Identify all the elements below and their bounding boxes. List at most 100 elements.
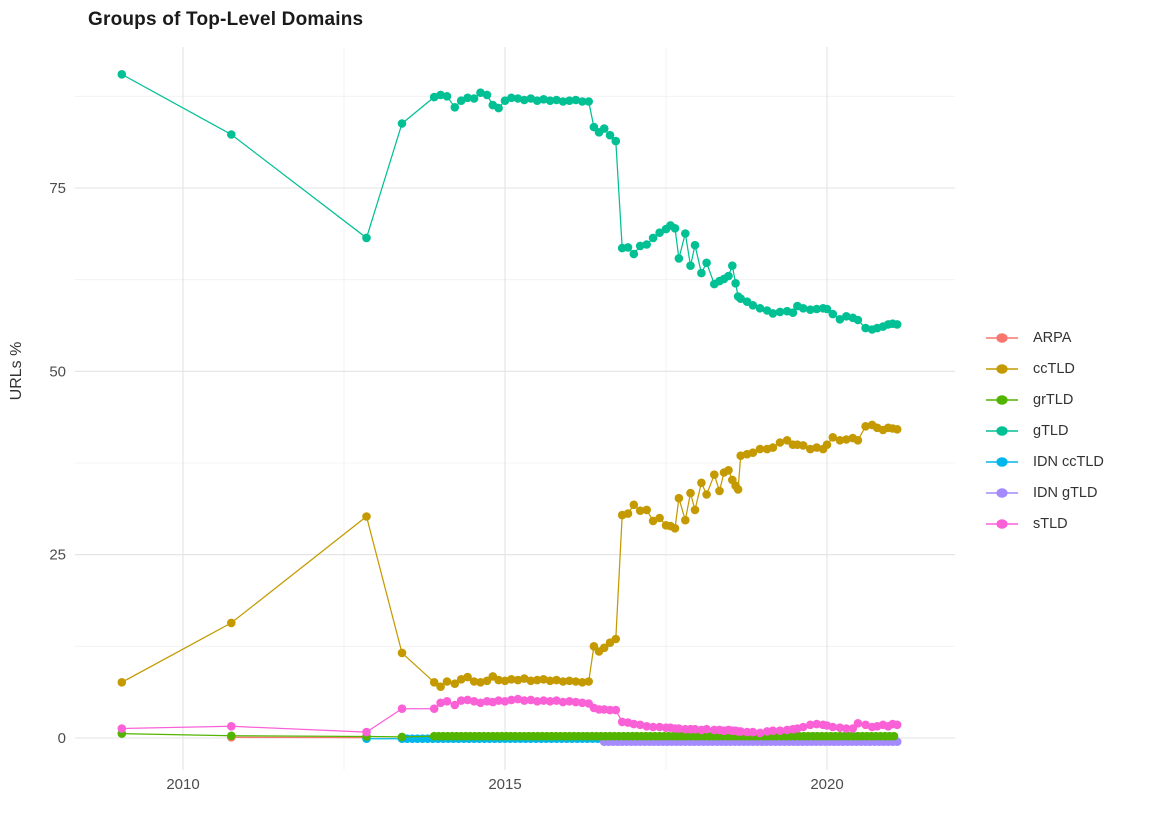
data-point (670, 224, 680, 233)
x-tick-label: 2010 (166, 776, 199, 793)
legend-item-cctld: ccTLD (984, 353, 1104, 384)
legend-key-icon (986, 394, 1018, 405)
data-point (539, 95, 548, 104)
data-point (227, 722, 236, 731)
data-point (429, 704, 439, 713)
y-tick-label: 0 (58, 730, 66, 747)
x-tick-label: 2020 (810, 776, 843, 793)
data-point (828, 433, 838, 442)
data-point (584, 97, 593, 106)
data-point (494, 103, 503, 113)
data-point (736, 294, 745, 304)
data-point (469, 94, 479, 103)
data-point (526, 695, 536, 705)
data-point (798, 722, 808, 732)
data-point (436, 682, 445, 691)
data-point (532, 675, 542, 685)
data-point (227, 130, 236, 139)
data-point (605, 130, 615, 140)
data-point (552, 675, 561, 685)
data-point (812, 719, 821, 729)
data-point (828, 309, 838, 319)
legend-key-icon (986, 425, 1018, 436)
data-point (710, 470, 719, 480)
data-point (724, 466, 733, 475)
data-point (545, 96, 555, 105)
data-point (611, 136, 621, 146)
data-point (842, 312, 851, 321)
data-point (599, 643, 609, 653)
data-point (476, 698, 485, 708)
data-point (565, 697, 574, 706)
data-point (635, 506, 645, 515)
data-point (642, 722, 651, 731)
data-point (812, 304, 821, 314)
data-point (578, 97, 587, 106)
data-point (635, 720, 645, 730)
legend-item-gtld: gTLD (984, 415, 1104, 446)
series-grtld (117, 729, 899, 742)
y-tick-label: 25 (49, 547, 66, 564)
data-point (552, 696, 561, 705)
data-point (476, 678, 485, 687)
data-point (861, 323, 870, 333)
legend-key-dot (996, 425, 1008, 436)
data-point (775, 438, 785, 447)
legend-label: IDN gTLD (1033, 484, 1098, 501)
data-point (806, 720, 815, 730)
data-point (715, 486, 724, 496)
data-point (670, 524, 680, 533)
chart-title: Groups of Top-Level Domains (88, 9, 363, 30)
legend-label: gTLD (1033, 422, 1069, 439)
data-point (775, 307, 785, 317)
data-point (835, 315, 845, 324)
data-point (853, 315, 863, 325)
data-point (629, 500, 639, 510)
data-point (674, 493, 684, 503)
data-point (584, 677, 593, 686)
data-point (545, 697, 555, 706)
data-point (788, 308, 798, 318)
data-point (599, 124, 609, 133)
data-point (436, 90, 445, 100)
data-point (463, 672, 472, 682)
data-point (861, 720, 870, 730)
legend-label: IDN ccTLD (1033, 453, 1104, 470)
data-point (655, 513, 664, 523)
data-point (702, 258, 711, 268)
data-point (623, 509, 633, 518)
data-point (681, 229, 690, 238)
data-point (892, 320, 902, 329)
legend-item-idn-cctld: IDN ccTLD (984, 446, 1104, 477)
series-stld (117, 694, 902, 738)
data-point (450, 700, 460, 710)
data-point (397, 119, 407, 128)
data-point (397, 648, 407, 658)
data-point (520, 95, 529, 105)
data-point (674, 724, 684, 733)
data-point (768, 443, 778, 452)
legend-key-icon (986, 332, 1018, 343)
data-point (578, 678, 587, 687)
data-point (674, 254, 684, 263)
data-point (117, 70, 127, 79)
y-tick-label: 75 (49, 180, 66, 197)
data-point (507, 695, 516, 705)
legend-key-icon (986, 456, 1018, 467)
data-point (571, 677, 581, 686)
data-point (227, 618, 236, 628)
data-point (565, 96, 574, 105)
data-point (442, 677, 452, 686)
legend-item-idn-gtld: IDN gTLD (984, 477, 1104, 508)
data-point (500, 96, 510, 105)
x-tick-label: 2015 (488, 776, 521, 793)
data-point (429, 678, 439, 687)
series-arpa (227, 733, 371, 742)
legend-key-dot (996, 518, 1008, 529)
data-point (648, 233, 658, 243)
data-point (798, 441, 808, 450)
data-point (755, 304, 765, 313)
data-point (635, 241, 645, 251)
legend-key-dot (996, 487, 1008, 498)
